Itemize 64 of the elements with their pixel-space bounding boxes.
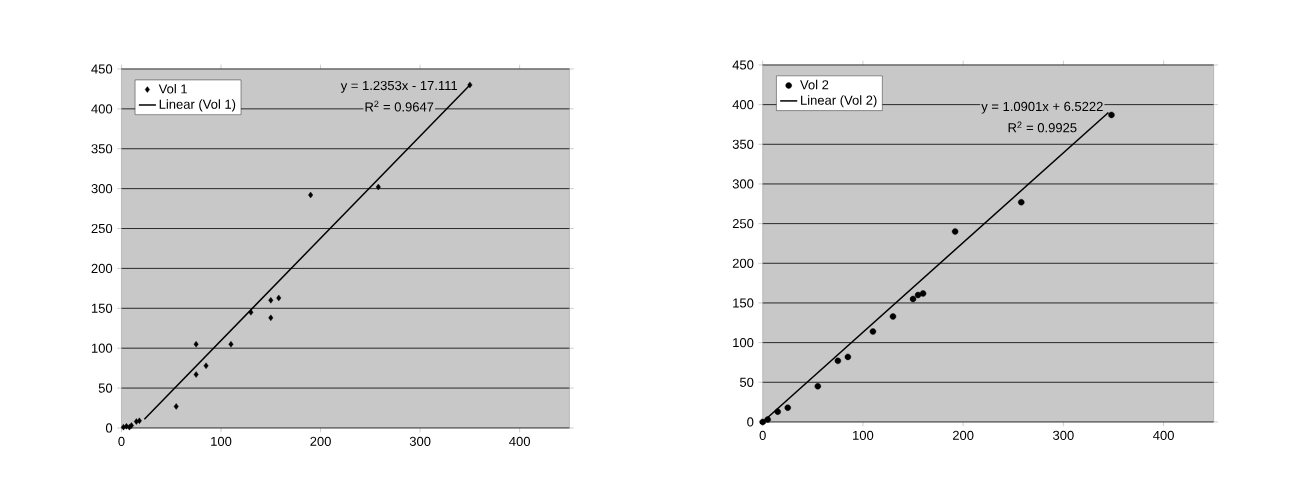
annotation: y = 1.0901x + 6.5222 xyxy=(981,101,1103,114)
annotation: R$^{2}$ = 0.9647 xyxy=(365,100,434,112)
x-tick-label: 400 xyxy=(1153,430,1174,440)
y-tick-label: 350 xyxy=(732,139,754,149)
point xyxy=(919,290,927,297)
legend-label: Linear (Vol 2) xyxy=(801,95,877,108)
point xyxy=(136,417,142,424)
y-tick-label: 100 xyxy=(733,338,754,348)
point xyxy=(193,371,199,378)
point xyxy=(467,81,473,89)
legend-label: Vol 1 xyxy=(158,83,187,94)
point xyxy=(173,403,179,410)
point xyxy=(951,228,959,235)
point xyxy=(814,383,822,390)
x-tick-label: 300 xyxy=(1053,430,1074,440)
point xyxy=(1018,198,1025,206)
point xyxy=(784,404,791,411)
point xyxy=(774,408,781,415)
point xyxy=(844,353,852,361)
y-tick-label: 0 xyxy=(747,417,754,427)
y-tick-label: 100 xyxy=(91,343,113,353)
y-tick-label: 150 xyxy=(733,298,754,308)
point xyxy=(834,357,842,365)
x-tick-label: 300 xyxy=(409,436,431,446)
point xyxy=(228,341,234,348)
y-tick-label: 400 xyxy=(732,100,754,110)
x-tick-label: 0 xyxy=(759,430,766,440)
point xyxy=(869,328,877,335)
legend-label: Vol 2 xyxy=(800,79,829,90)
point xyxy=(1108,111,1115,119)
y-tick-label: 450 xyxy=(732,60,754,70)
y-tick-label: 50 xyxy=(98,383,113,393)
point xyxy=(909,295,917,303)
y-tick-label: 50 xyxy=(739,377,754,387)
point xyxy=(764,416,771,423)
x-tick-label: 100 xyxy=(211,436,232,446)
point xyxy=(193,341,199,348)
y-tick-label: 250 xyxy=(732,219,754,229)
point xyxy=(276,294,282,302)
point xyxy=(268,314,274,322)
y-tick-label: 200 xyxy=(91,263,113,274)
x-tick-label: 100 xyxy=(853,430,874,440)
point xyxy=(268,297,274,304)
x-tick-label: 200 xyxy=(952,430,974,440)
y-tick-label: 0 xyxy=(105,423,113,433)
legend-label: Linear (Vol 1) xyxy=(159,99,236,112)
point xyxy=(203,362,209,369)
y-tick-label: 250 xyxy=(91,223,113,234)
y-tick-label: 350 xyxy=(91,144,113,154)
y-tick-label: 450 xyxy=(91,64,113,74)
x-tick-label: 200 xyxy=(310,436,331,446)
point xyxy=(308,191,314,199)
point xyxy=(375,183,381,191)
annotation: R$^{2}$ = 0.9925 xyxy=(1008,121,1077,133)
annotation: y = 1.2353x - 17.111 xyxy=(340,80,458,93)
y-tick-label: 300 xyxy=(91,184,113,194)
y-tick-label: 400 xyxy=(91,104,113,114)
y-tick-label: 200 xyxy=(732,258,754,268)
y-tick-label: 150 xyxy=(91,303,113,313)
point xyxy=(889,313,897,320)
y-tick-label: 300 xyxy=(732,179,754,189)
x-tick-label: 400 xyxy=(509,436,531,446)
x-tick-label: 0 xyxy=(118,436,125,446)
point xyxy=(248,309,254,316)
